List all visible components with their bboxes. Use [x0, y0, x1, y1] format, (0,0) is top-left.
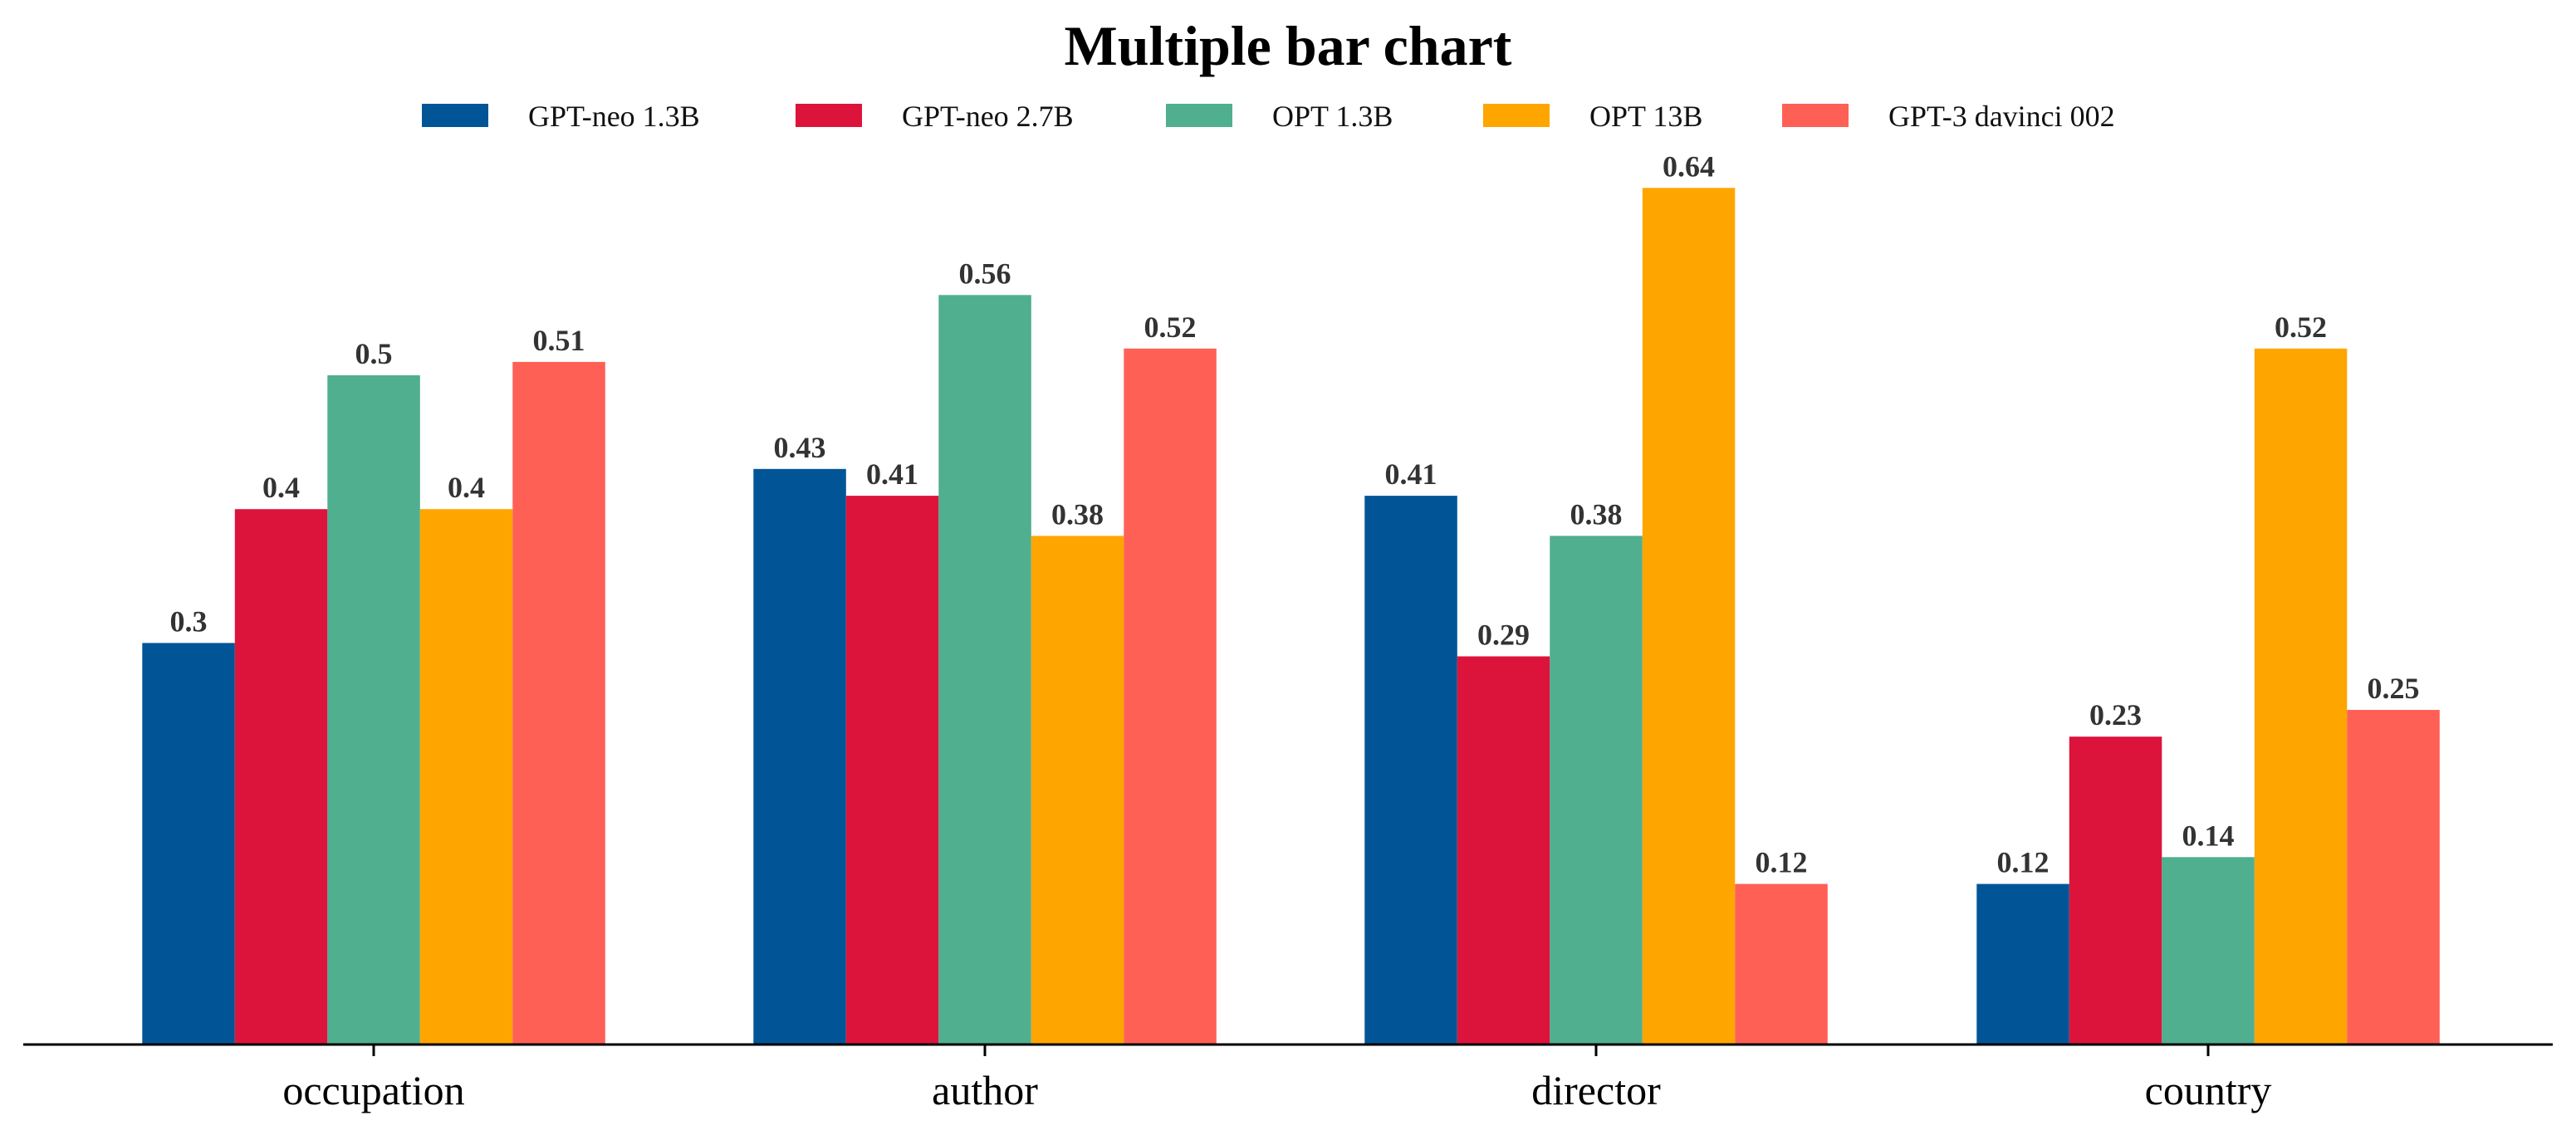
legend-label-gpt-neo-2-7b: GPT-neo 2.7B [902, 100, 1074, 133]
value-label-director-opt-13b: 0.64 [1663, 149, 1715, 183]
bar-author-gpt-neo-2-7b [845, 496, 939, 1045]
bar-director-gpt-neo-2-7b [1457, 656, 1550, 1045]
value-label-occupation-opt-1-3b: 0.5 [355, 337, 393, 370]
bars [142, 188, 2440, 1045]
value-labels: 0.3 0.4 0.5 0.4 0.51 0.43 0.41 0.56 0.38 0.52 0.41… [170, 149, 2420, 878]
bar-author-opt-13b [1031, 536, 1124, 1045]
legend-item-opt-13b: OPT 13B [1483, 100, 1702, 133]
bar-director-gpt-neo-1-3b [1364, 496, 1457, 1045]
bar-country-gpt-neo-1-3b [1976, 883, 2069, 1045]
x-tick-label-occupation: occupation [282, 1067, 464, 1113]
x-tick-label-country: country [2145, 1067, 2272, 1113]
bar-author-gpt-3-davinci-002 [1124, 348, 1217, 1045]
value-label-occupation-opt-13b: 0.4 [448, 471, 485, 504]
legend-label-opt-1-3b: OPT 1.3B [1272, 100, 1393, 133]
value-label-director-gpt-neo-1-3b: 0.41 [1385, 457, 1437, 491]
bar-author-gpt-neo-1-3b [753, 468, 846, 1045]
value-label-director-opt-1-3b: 0.38 [1570, 497, 1623, 531]
legend-label-gpt-3-davinci-002: GPT-3 davinci 002 [1888, 100, 2115, 133]
bar-director-opt-13b [1642, 188, 1736, 1045]
legend-swatch-opt-13b [1483, 104, 1550, 127]
value-label-country-opt-1-3b: 0.14 [2182, 819, 2235, 852]
value-label-author-opt-13b: 0.38 [1051, 497, 1104, 531]
legend: GPT-neo 1.3B GPT-neo 2.7B OPT 1.3B OPT 13B G… [422, 100, 2115, 133]
value-label-author-gpt-neo-2-7b: 0.41 [866, 457, 918, 491]
legend-label-gpt-neo-1-3b: GPT-neo 1.3B [528, 100, 700, 133]
value-label-author-gpt-3-davinci-002: 0.52 [1144, 311, 1197, 344]
legend-swatch-gpt-3-davinci-002 [1782, 104, 1849, 127]
bar-country-gpt-neo-2-7b [2069, 736, 2162, 1045]
bar-country-opt-1-3b [2162, 857, 2255, 1045]
bar-country-opt-13b [2254, 348, 2348, 1045]
value-label-director-gpt-3-davinci-002: 0.12 [1756, 846, 1808, 879]
value-label-country-gpt-neo-1-3b: 0.12 [1997, 846, 2050, 879]
bar-occupation-gpt-neo-1-3b [142, 643, 235, 1045]
chart-title: Multiple bar chart [1065, 14, 1512, 77]
legend-item-gpt-neo-2-7b: GPT-neo 2.7B [796, 100, 1074, 133]
x-tick-label-director: director [1531, 1067, 1661, 1113]
bar-occupation-gpt-neo-2-7b [234, 509, 328, 1045]
legend-item-opt-1-3b: OPT 1.3B [1166, 100, 1393, 133]
bar-director-gpt-3-davinci-002 [1735, 883, 1828, 1045]
legend-swatch-opt-1-3b [1166, 104, 1232, 127]
legend-item-gpt-neo-1-3b: GPT-neo 1.3B [422, 100, 700, 133]
bar-director-opt-1-3b [1550, 536, 1643, 1045]
value-label-director-gpt-neo-2-7b: 0.29 [1477, 619, 1530, 652]
legend-swatch-gpt-neo-2-7b [796, 104, 862, 127]
value-label-author-gpt-neo-1-3b: 0.43 [774, 431, 826, 464]
bar-occupation-gpt-3-davinci-002 [512, 361, 605, 1045]
value-label-occupation-gpt-neo-2-7b: 0.4 [262, 471, 300, 504]
value-label-country-gpt-neo-2-7b: 0.23 [2089, 698, 2142, 731]
legend-label-opt-13b: OPT 13B [1589, 100, 1702, 133]
value-label-author-opt-1-3b: 0.56 [959, 257, 1011, 290]
value-label-occupation-gpt-3-davinci-002: 0.51 [533, 324, 585, 357]
bar-country-gpt-3-davinci-002 [2347, 710, 2440, 1045]
x-ticks: occupation author director country [282, 1045, 2271, 1113]
value-label-country-opt-13b: 0.52 [2275, 311, 2327, 344]
legend-item-gpt-3-davinci-002: GPT-3 davinci 002 [1782, 100, 2115, 133]
bar-author-opt-1-3b [938, 295, 1031, 1045]
x-tick-label-author: author [932, 1067, 1038, 1113]
value-label-occupation-gpt-neo-1-3b: 0.3 [170, 604, 208, 638]
bar-occupation-opt-1-3b [327, 375, 420, 1045]
value-label-country-gpt-3-davinci-002: 0.25 [2368, 672, 2420, 705]
legend-swatch-gpt-neo-1-3b [422, 104, 488, 127]
bar-occupation-opt-13b [419, 509, 513, 1045]
